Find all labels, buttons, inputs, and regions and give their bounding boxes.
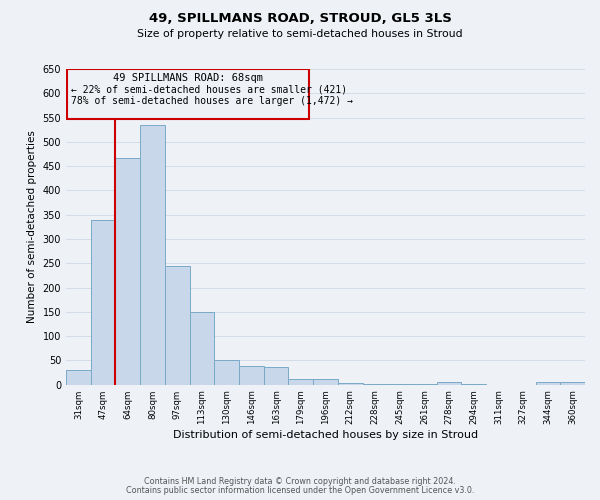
Text: Contains public sector information licensed under the Open Government Licence v3: Contains public sector information licen… <box>126 486 474 495</box>
FancyBboxPatch shape <box>67 69 310 118</box>
Text: ← 22% of semi-detached houses are smaller (421): ← 22% of semi-detached houses are smalle… <box>71 84 347 94</box>
Text: 78% of semi-detached houses are larger (1,472) →: 78% of semi-detached houses are larger (… <box>71 96 353 106</box>
Bar <box>437 382 461 384</box>
Bar <box>313 379 338 384</box>
Text: 49 SPILLMANS ROAD: 68sqm: 49 SPILLMANS ROAD: 68sqm <box>113 73 263 83</box>
Bar <box>190 312 214 384</box>
Text: Contains HM Land Registry data © Crown copyright and database right 2024.: Contains HM Land Registry data © Crown c… <box>144 477 456 486</box>
Bar <box>165 266 190 384</box>
Bar <box>140 125 165 384</box>
Text: Size of property relative to semi-detached houses in Stroud: Size of property relative to semi-detach… <box>137 29 463 39</box>
Bar <box>264 367 289 384</box>
Bar <box>560 382 585 384</box>
Bar <box>66 370 91 384</box>
Text: 49, SPILLMANS ROAD, STROUD, GL5 3LS: 49, SPILLMANS ROAD, STROUD, GL5 3LS <box>149 12 451 26</box>
Y-axis label: Number of semi-detached properties: Number of semi-detached properties <box>27 130 37 324</box>
Bar <box>289 379 313 384</box>
Bar <box>115 158 140 384</box>
Bar <box>239 366 264 384</box>
Bar <box>214 360 239 384</box>
Bar <box>91 220 115 384</box>
X-axis label: Distribution of semi-detached houses by size in Stroud: Distribution of semi-detached houses by … <box>173 430 478 440</box>
Bar <box>536 382 560 384</box>
